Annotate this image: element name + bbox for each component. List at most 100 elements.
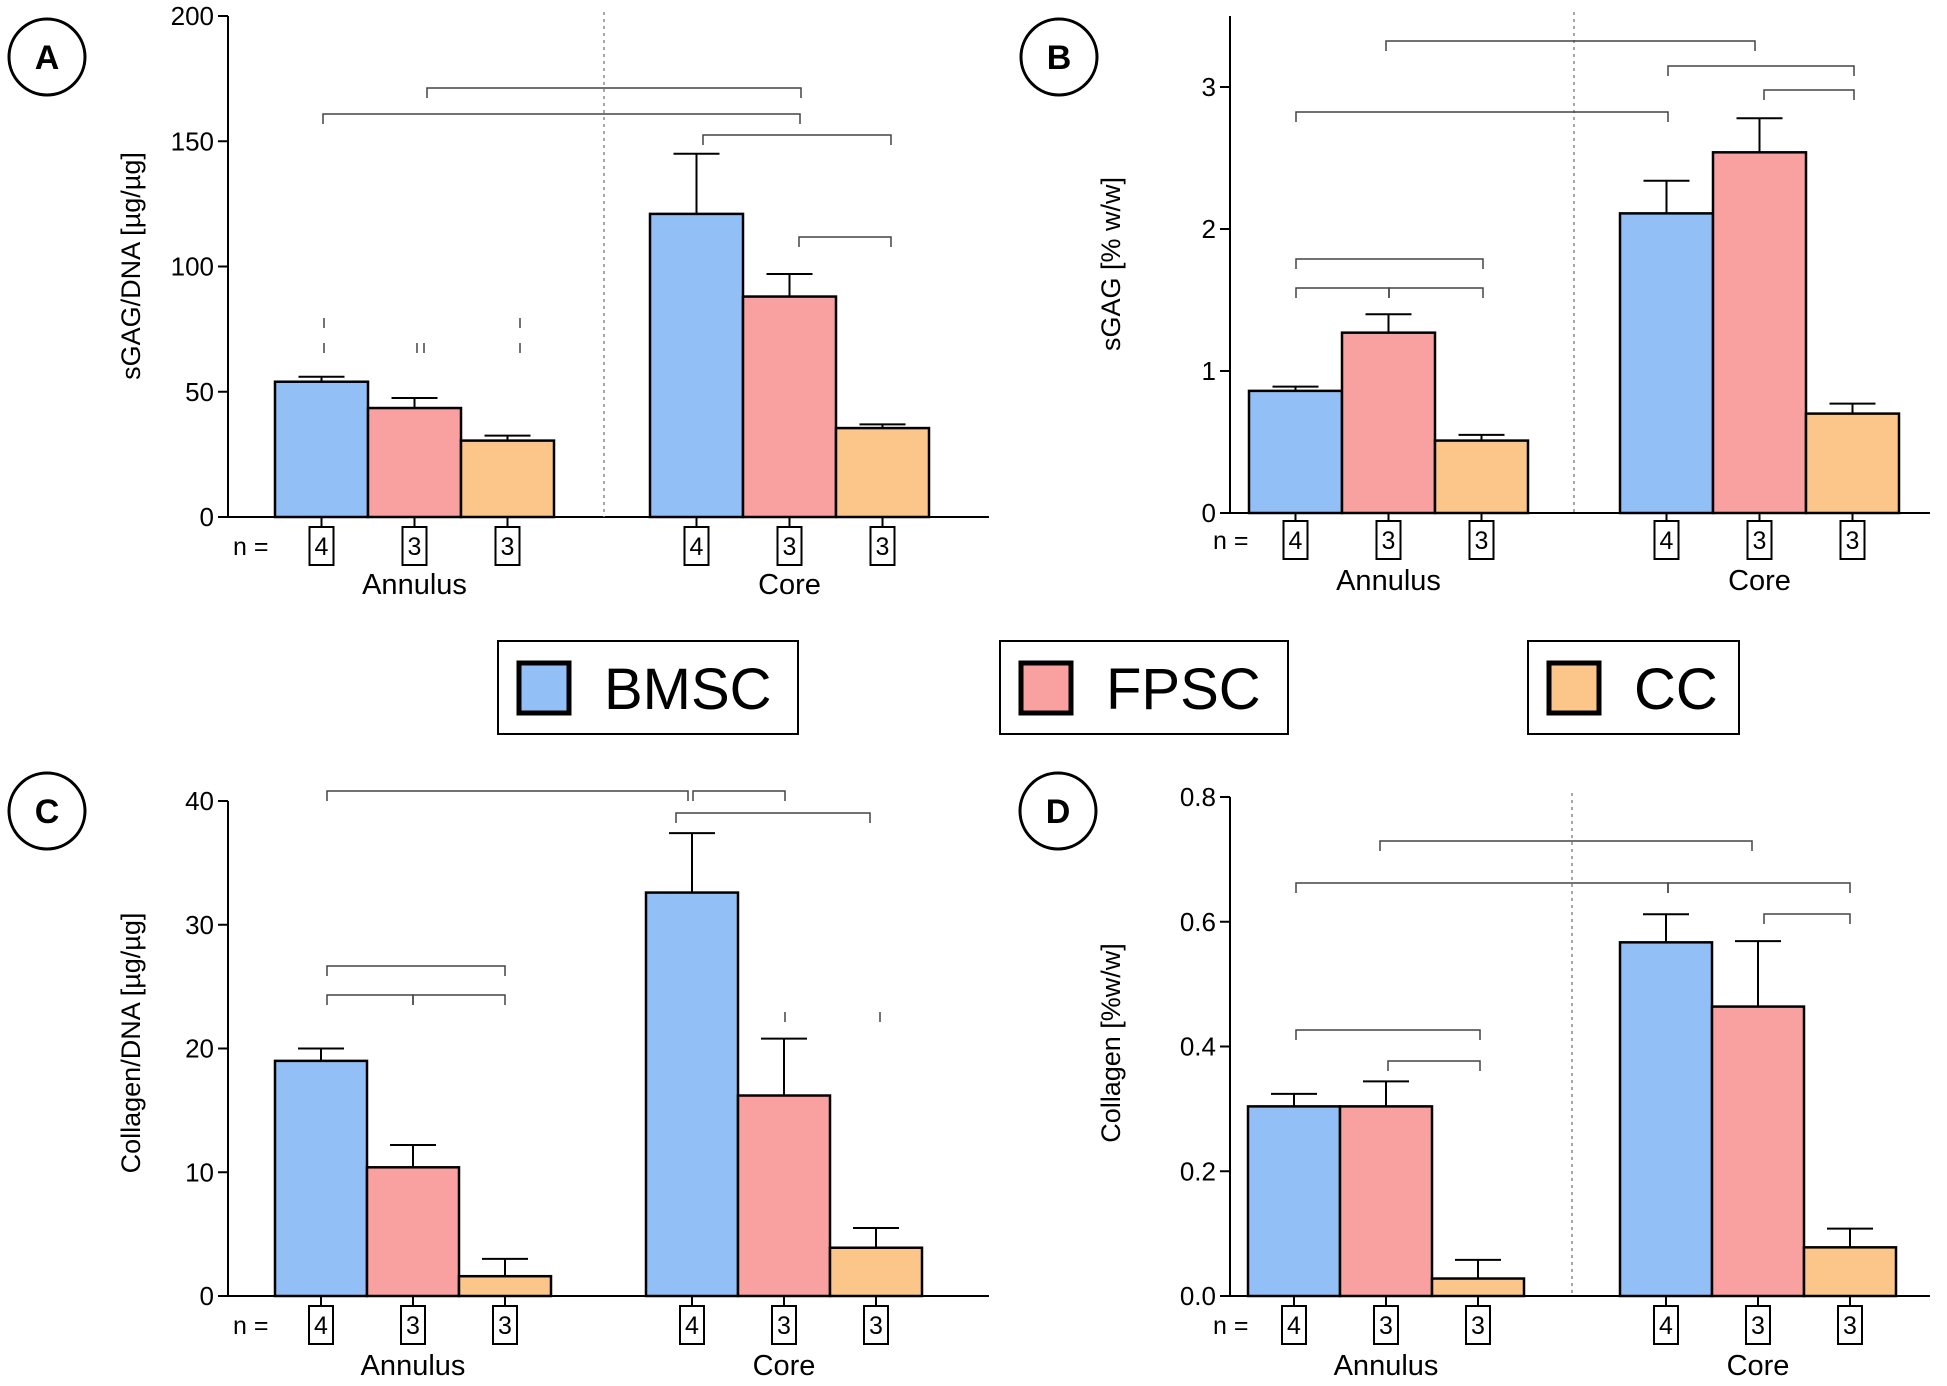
significance-bracket (326, 790, 689, 801)
y-axis-label: Collagen [%w/w] (1096, 943, 1126, 1143)
n-box (1468, 520, 1495, 560)
panel-letter-circle (7, 771, 87, 851)
n-value: 3 (1471, 1312, 1485, 1340)
group-label-core: Core (1728, 565, 1791, 597)
legend-swatch-bmsc (516, 660, 572, 716)
legend: BMSC FPSC CC (497, 640, 1740, 735)
bar-bmsc-annulus (1247, 389, 1344, 515)
n-box (492, 1305, 518, 1345)
n-box (1282, 520, 1309, 560)
n-value: 4 (1659, 1312, 1673, 1340)
legend-label: CC (1634, 657, 1718, 722)
n-value: 3 (501, 533, 515, 561)
legend-swatch-cc (1546, 660, 1602, 716)
legend-swatch-fpsc (1018, 660, 1074, 716)
y-tick-label: 0 (200, 502, 214, 532)
y-axis-label: sGAG/DNA [µg/µg] (116, 152, 146, 380)
y-tick-label: 3 (1202, 72, 1216, 102)
bar-fpsc-core (736, 1094, 832, 1298)
n-box (308, 1305, 334, 1345)
y-tick-label: 20 (185, 1034, 214, 1064)
n-value: 4 (315, 533, 329, 561)
bar-cc-annulus (1433, 439, 1530, 515)
significance-bracket (1385, 40, 1756, 51)
legend-label: BMSC (604, 657, 772, 722)
legend-item-fpsc: FPSC (999, 640, 1289, 735)
y-tick-label: 0.8 (1180, 782, 1216, 812)
y-tick-label: 150 (171, 126, 214, 156)
n-prefix-label: n = (1213, 1312, 1248, 1340)
significance-bracket (412, 994, 506, 1005)
bar-fpsc-annulus (366, 406, 463, 519)
y-tick-label: 2 (1202, 214, 1216, 244)
group-label-annulus: Annulus (361, 1350, 466, 1382)
bar-fpsc-annulus (365, 1166, 461, 1298)
bar-cc-annulus (457, 1274, 553, 1298)
y-tick-label: 0.2 (1180, 1156, 1216, 1186)
y-tick-label: 10 (185, 1157, 214, 1187)
n-value: 3 (1475, 527, 1489, 555)
bar-cc-core (834, 426, 931, 519)
group-label-annulus: Annulus (1334, 1350, 1439, 1382)
n-value: 3 (1379, 1312, 1393, 1340)
n-box (494, 526, 521, 566)
n-value: 3 (876, 533, 890, 561)
panel-letter: D (1046, 793, 1071, 831)
n-prefix-label: n = (233, 1312, 268, 1340)
panel-letter: C (35, 793, 60, 831)
bar-fpsc-core (1711, 151, 1808, 515)
bar-cc-core (1804, 412, 1901, 515)
n-box (1746, 520, 1773, 560)
panel-letter: A (35, 39, 60, 77)
significance-bracket (798, 236, 892, 247)
bar-cc-core (1802, 1246, 1898, 1298)
bar-cc-core (828, 1246, 924, 1298)
significance-bracket (1295, 287, 1390, 298)
significance-bracket (1295, 111, 1669, 122)
y-tick-label: 40 (185, 786, 214, 816)
n-box (771, 1305, 797, 1345)
y-tick-label: 1 (1202, 356, 1216, 386)
panel-letter-circle (7, 17, 87, 97)
y-tick-label: 50 (185, 377, 214, 407)
n-value: 4 (690, 533, 704, 561)
significance-bracket (1387, 1060, 1481, 1071)
n-value: 3 (783, 533, 797, 561)
bar-bmsc-core (1618, 941, 1714, 1298)
n-value: 3 (406, 1312, 420, 1340)
y-tick-label: 200 (171, 1, 214, 31)
significance-bracket (426, 87, 802, 98)
group-label-core: Core (758, 569, 821, 601)
n-box (1375, 520, 1402, 560)
y-tick-label: 0.6 (1180, 907, 1216, 937)
chart-panel-c: C 0 10 20 30 40 Collagen/DNA [µg/µg] n = 4 4 3 3 3 3 A… (7, 771, 989, 1382)
n-value: 4 (1289, 527, 1303, 555)
significance-bracket (1763, 913, 1851, 924)
y-tick-label: 0 (200, 1281, 214, 1311)
legend-item-bmsc: BMSC (497, 640, 799, 735)
n-box (679, 1305, 705, 1345)
y-tick-label: 0.4 (1180, 1032, 1216, 1062)
bar-bmsc-annulus (273, 380, 370, 519)
n-value: 4 (1660, 527, 1674, 555)
panel-letter-circle (1019, 17, 1099, 97)
n-value: 4 (314, 1312, 328, 1340)
significance-bracket (322, 113, 801, 124)
bar-bmsc-annulus (273, 1059, 369, 1298)
significance-bracket (1667, 882, 1851, 893)
n-box (683, 526, 710, 566)
n-box (1373, 1305, 1399, 1345)
group-label-annulus: Annulus (362, 569, 467, 601)
n-box (401, 526, 428, 566)
y-axis-label: sGAG [% w/w] (1096, 177, 1126, 351)
n-box (1465, 1305, 1491, 1345)
n-box (1745, 1305, 1771, 1345)
n-value: 4 (1287, 1312, 1301, 1340)
significance-bracket (1295, 258, 1484, 269)
n-value: 3 (1751, 1312, 1765, 1340)
significance-bracket (326, 965, 506, 976)
significance-bracket (692, 790, 786, 801)
n-value: 3 (498, 1312, 512, 1340)
n-prefix-label: n = (233, 533, 268, 561)
